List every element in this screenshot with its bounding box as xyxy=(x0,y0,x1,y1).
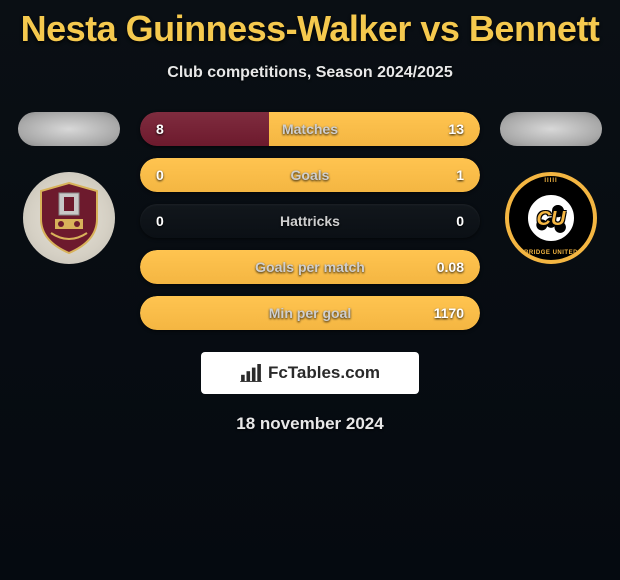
stat-value-right: 0.08 xyxy=(434,259,464,275)
stat-value-right: 1 xyxy=(434,167,464,183)
brand-text: FcTables.com xyxy=(268,363,380,383)
stat-row: 8 Matches 13 xyxy=(140,112,480,146)
stat-value-left: 0 xyxy=(156,213,186,229)
stat-value-left: 8 xyxy=(156,121,186,137)
stat-label: Hattricks xyxy=(280,213,340,229)
badge-abbrev: CU xyxy=(537,208,566,231)
brand-footer: FcTables.com xyxy=(201,352,419,394)
player-photo-placeholder-left xyxy=(18,112,120,146)
stat-row: 0 Goals 1 xyxy=(140,158,480,192)
left-player-col xyxy=(14,112,124,264)
club-badge-left xyxy=(23,172,115,264)
bar-chart-icon xyxy=(240,364,262,382)
stat-value-right: 1170 xyxy=(434,305,464,321)
stat-label: Min per goal xyxy=(269,305,351,321)
subtitle: Club competitions, Season 2024/2025 xyxy=(0,64,620,82)
stat-label: Goals xyxy=(291,167,330,183)
stat-row: Goals per match 0.08 xyxy=(140,250,480,284)
club-badge-right: IIIII CU ·BRIDGE UNITED· xyxy=(505,172,597,264)
stat-value-right: 0 xyxy=(434,213,464,229)
stat-row: 0 Hattricks 0 xyxy=(140,204,480,238)
stat-value-right: 13 xyxy=(434,121,464,137)
stats-column: 8 Matches 13 0 Goals 1 0 Hattricks 0 Goals per ma… xyxy=(140,112,480,330)
date-text: 18 november 2024 xyxy=(0,414,620,434)
player-photo-placeholder-right xyxy=(500,112,602,146)
badge-top-text: IIIII xyxy=(544,178,557,184)
stat-label: Matches xyxy=(282,121,338,137)
stat-value-left: 0 xyxy=(156,167,186,183)
right-player-col: IIIII CU ·BRIDGE UNITED· xyxy=(496,112,606,264)
shield-icon xyxy=(37,181,101,255)
badge-bottom-text: ·BRIDGE UNITED· xyxy=(522,250,581,256)
stat-row: Min per goal 1170 xyxy=(140,296,480,330)
stat-label: Goals per match xyxy=(255,259,365,275)
comparison-area: 8 Matches 13 0 Goals 1 0 Hattricks 0 Goals per ma… xyxy=(0,112,620,330)
page-title: Nesta Guinness-Walker vs Bennett xyxy=(0,0,620,50)
